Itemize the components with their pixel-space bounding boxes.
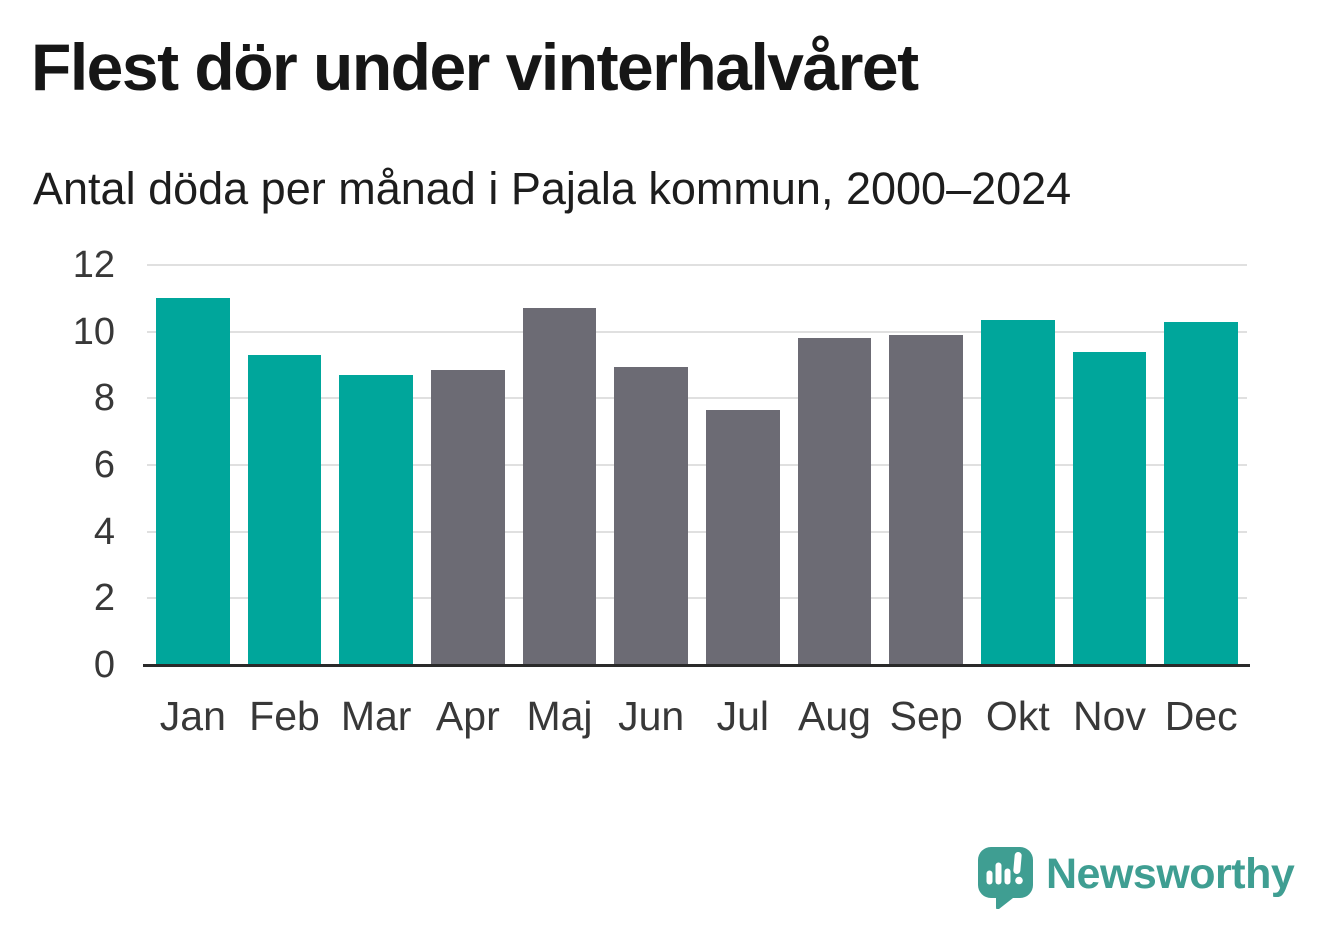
y-tick-label-2: 2 [93, 577, 115, 620]
bar-aug [797, 338, 872, 665]
y-tick-label-0: 0 [93, 644, 115, 686]
chart-title: Flest dör under vinterhalvåret [31, 30, 919, 104]
bar-mar [339, 375, 413, 665]
bar-jul [706, 410, 780, 665]
grid-line-y8 [147, 397, 1247, 400]
x-tick-label-okt: Okt [985, 693, 1050, 739]
x-tick-label-jul: Jul [716, 693, 770, 739]
brand-name: Newsworthy [1046, 850, 1295, 898]
grid-line-y6 [147, 464, 1247, 466]
x-tick-label-nov: Nov [1073, 693, 1146, 739]
x-tick-label-jan: Jan [159, 693, 226, 739]
bar-okt [981, 320, 1055, 665]
grid-line-y2 [147, 597, 1247, 600]
x-axis-line [143, 664, 1250, 667]
x-tick-label-apr: Apr [435, 693, 500, 739]
x-tick-label-dec: Dec [1164, 693, 1238, 739]
x-tick-label-sep: Sep [889, 693, 963, 739]
newsworthy-logo-icon [978, 847, 1033, 909]
x-tick-label-feb: Feb [249, 693, 320, 739]
y-tick-label-12: 12 [72, 244, 115, 286]
bar-maj [522, 308, 597, 665]
y-tick-label-8: 8 [93, 377, 115, 420]
brand-footer: Newsworthy [977, 846, 1297, 910]
y-tick-label-6: 6 [93, 444, 115, 486]
bar-jan [156, 298, 230, 665]
grid-line-y10 [147, 330, 1247, 333]
grid-line-y4 [147, 530, 1247, 533]
y-tick-label-4: 4 [93, 510, 115, 553]
bar-nov [1072, 351, 1147, 665]
y-tick-label-10: 10 [72, 310, 115, 353]
bar-jun [614, 366, 688, 665]
grid-line-y12 [147, 264, 1247, 266]
x-tick-label-aug: Aug [798, 693, 871, 739]
bar-dec [1164, 321, 1238, 665]
x-tick-label-jun: Jun [618, 693, 685, 739]
x-tick-label-maj: Maj [526, 693, 593, 739]
bar-apr [431, 370, 505, 665]
x-tick-label-mar: Mar [340, 693, 412, 739]
bar-feb [247, 355, 322, 665]
bar-sep [889, 335, 963, 665]
chart-subtitle: Antal döda per månad i Pajala kommun, 20… [33, 163, 1072, 214]
